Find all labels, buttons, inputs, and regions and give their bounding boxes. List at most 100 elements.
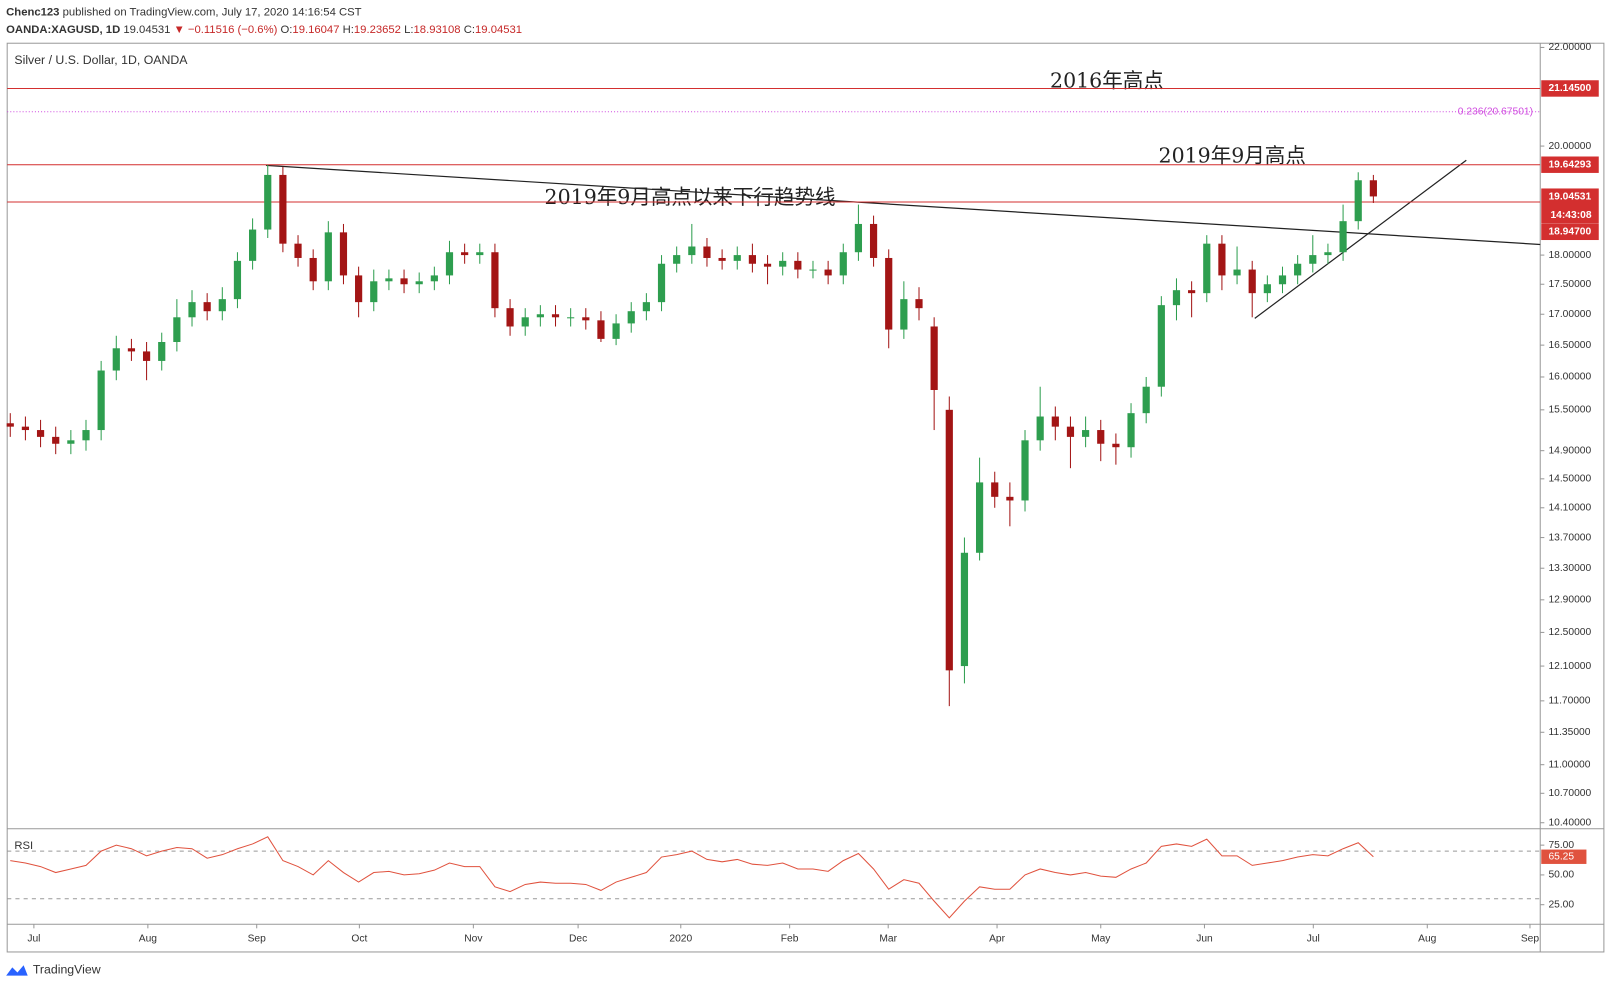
candle-body <box>521 317 529 327</box>
candle-body <box>748 255 756 264</box>
candle-body <box>1188 290 1196 294</box>
rsi-value-label: 65.25 <box>1548 851 1574 862</box>
ohlc-key: L: <box>404 24 413 36</box>
candle-body <box>218 299 226 312</box>
header-line-1: Chenc123 published on TradingView.com, J… <box>6 6 361 18</box>
candle-body <box>597 320 605 339</box>
candle-body <box>385 278 393 282</box>
candle-body <box>1127 413 1135 448</box>
candle-body <box>188 302 196 318</box>
rsi-tick-label: 50.00 <box>1548 870 1574 881</box>
y-tick-label: 16.00000 <box>1548 372 1591 383</box>
x-tick-label: Sep <box>1521 933 1540 944</box>
y-tick-label: 10.70000 <box>1548 788 1591 799</box>
level-box <box>1541 223 1599 241</box>
x-tick-label: Oct <box>351 933 367 944</box>
x-tick-label: Feb <box>781 933 799 944</box>
candle-body <box>1218 243 1226 276</box>
candle-body <box>445 252 454 276</box>
candle-body <box>1157 305 1165 387</box>
candle-body <box>97 370 105 431</box>
candle-body <box>112 348 120 371</box>
x-tick-label: 2020 <box>669 933 692 944</box>
x-tick-label: Aug <box>1418 933 1437 944</box>
candle-body <box>1324 252 1332 256</box>
candle-body <box>309 257 317 282</box>
y-tick-label: 14.50000 <box>1548 474 1591 485</box>
candle-body <box>900 299 908 330</box>
candle-body <box>1233 269 1241 276</box>
candle-body <box>1066 426 1075 437</box>
candle-body <box>430 275 438 282</box>
annotation: 2019年9月高点以来下行趋势线 <box>545 185 836 209</box>
candle-body <box>1097 430 1105 444</box>
y-tick-label: 14.90000 <box>1548 445 1591 456</box>
candle-body <box>173 317 181 343</box>
candle-body <box>233 260 242 300</box>
candle-body <box>127 348 136 352</box>
annotation: 2019年9月高点 <box>1159 144 1306 168</box>
candle-body <box>279 174 287 244</box>
level-box <box>1541 80 1599 97</box>
ohlc-value: 19.23652 <box>354 24 401 36</box>
candle-body <box>1203 243 1211 294</box>
candle-body <box>400 278 408 285</box>
candle-body <box>36 430 45 437</box>
ohlc-value: 19.04531 <box>475 24 522 36</box>
trendline-up <box>1254 159 1467 319</box>
ohlc-key: C: <box>464 24 475 36</box>
ticker: OANDA:XAGUSD, 1D <box>6 24 120 36</box>
candle-body <box>52 436 60 444</box>
candle-body <box>506 308 514 327</box>
candle-body <box>1354 180 1362 222</box>
candle-body <box>324 232 332 282</box>
y-tick-label: 18.00000 <box>1548 250 1591 261</box>
rsi-tick-label: 75.00 <box>1548 840 1574 851</box>
header-line-2: OANDA:XAGUSD, 1D 19.04531 ▼ −0.11516 (−0… <box>6 24 522 36</box>
candle-body <box>703 246 711 258</box>
x-tick-label: Nov <box>464 933 483 944</box>
candle-body <box>1006 496 1014 501</box>
candle-body <box>476 252 484 256</box>
candle-body <box>1294 263 1302 276</box>
candle-body <box>1248 269 1256 294</box>
candle-body <box>82 430 90 441</box>
candle-body <box>1142 386 1150 414</box>
annotation: 2016年高点 <box>1050 69 1164 93</box>
candle-body <box>915 299 923 309</box>
frame <box>6 42 1605 953</box>
x-tick-label: Jun <box>1196 933 1213 944</box>
candle-body <box>339 232 348 276</box>
candle-body <box>582 317 590 321</box>
candle-body <box>642 302 650 312</box>
candle-body <box>6 423 14 427</box>
candle-body <box>688 246 696 256</box>
publisher: Chenc123 <box>6 6 59 18</box>
candle-body <box>869 223 878 258</box>
candle-body <box>370 281 378 303</box>
ohlc-key: O: <box>281 24 293 36</box>
y-tick-label: 14.10000 <box>1548 502 1591 513</box>
candle-body <box>1369 180 1377 197</box>
rsi-title: RSI <box>14 840 33 852</box>
candle-body <box>945 409 953 671</box>
candle-body <box>1112 443 1120 448</box>
rsi-value-box <box>1541 849 1587 864</box>
x-tick-label: Apr <box>989 933 1006 944</box>
candle-body <box>21 426 30 431</box>
y-tick-label: 22.00000 <box>1548 42 1591 53</box>
candle-body <box>551 314 560 318</box>
y-tick-label: 17.00000 <box>1548 309 1591 320</box>
candle-body <box>158 342 166 361</box>
candle-body <box>1263 284 1271 294</box>
y-tick-label: 12.50000 <box>1548 627 1591 638</box>
candle-body <box>415 281 423 285</box>
footer: TradingView <box>6 963 101 977</box>
candle-body <box>991 482 999 497</box>
candle-body <box>1051 416 1059 427</box>
level-box <box>1541 156 1599 173</box>
x-tick-label: Mar <box>879 933 897 944</box>
candle-body <box>794 260 802 270</box>
